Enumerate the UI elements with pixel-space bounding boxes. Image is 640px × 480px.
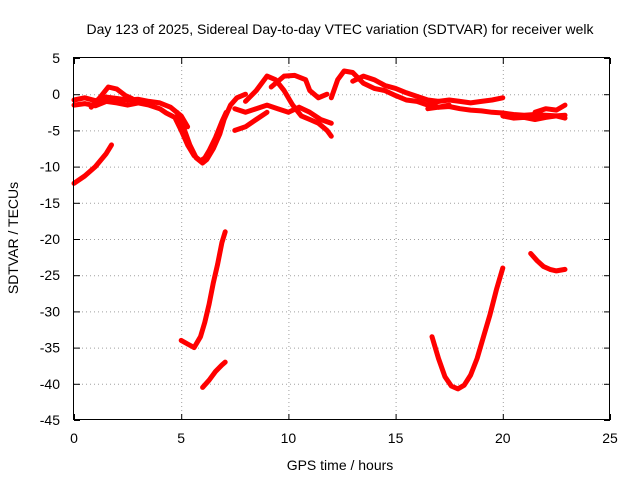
series-arc-18 [429,265,506,392]
x-tick-label: 25 [602,430,618,446]
y-tick-label: -25 [40,267,60,283]
series-arc-13 [500,113,568,122]
series-arc-12 [425,104,568,119]
plot-frame [73,57,610,420]
series-group [71,68,568,392]
x-tick-label: 10 [281,430,297,446]
series-arc-4 [174,91,248,166]
series-arc-10 [350,73,441,104]
y-tick-label: -40 [40,376,60,392]
x-tick-label: 15 [388,430,404,446]
x-tick-label: 20 [495,430,511,446]
chart-title: Day 123 of 2025, Sidereal Day-to-day VTE… [86,21,594,37]
x-tick-label: 0 [70,430,78,446]
y-tick-label: -30 [40,303,60,319]
series-arc-5 [232,102,334,126]
y-tick-label: -35 [40,340,60,356]
series-arc-7 [232,109,270,133]
series-arc-17 [200,359,228,390]
series-arc-11 [425,95,506,108]
y-tick-label: -10 [40,159,60,175]
series-arc-19 [528,251,568,274]
series-arc-6 [243,73,334,139]
y-axis-title: SDTVAR / TECUs [5,182,21,294]
y-tick-label: -45 [40,412,60,428]
y-tick-label: 5 [52,50,60,66]
y-tick-label: -5 [48,122,61,138]
y-tick-label: -20 [40,231,60,247]
series-arc-14 [532,102,568,115]
series-arc-1 [71,94,191,130]
series-arc-3 [88,84,135,110]
series-arc-15 [71,142,114,186]
tick-labels: 0 5 10 15 20 25 5 0 -5 -10 -15 -20 -25 -30 -35 -40 -45 [40,50,618,446]
series-arc-2 [71,98,229,164]
grid-lines [74,58,610,420]
series-arc-16 [178,229,228,351]
x-tick-label: 5 [177,430,185,446]
series-arc-8 [268,72,330,101]
y-tick-label: 0 [52,86,60,102]
y-tick-label: -15 [40,195,60,211]
x-axis-title: GPS time / hours [287,457,394,473]
